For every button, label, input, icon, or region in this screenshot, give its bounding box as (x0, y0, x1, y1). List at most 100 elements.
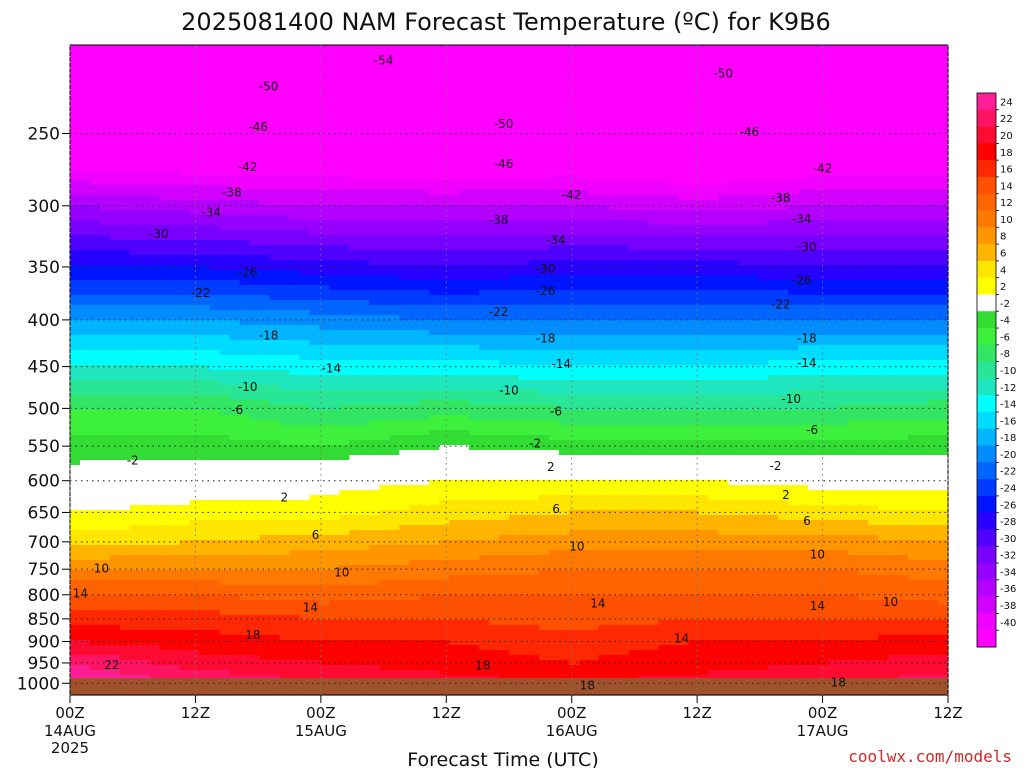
field-cell (229, 85, 241, 91)
field-cell (159, 55, 171, 61)
field-cell (369, 400, 380, 406)
field-cell (129, 115, 141, 121)
field-cell (149, 645, 161, 651)
field-cell (289, 150, 301, 156)
field-cell (99, 65, 111, 71)
field-cell (139, 110, 151, 116)
field-cell (239, 500, 251, 506)
field-cell (379, 230, 390, 236)
field-cell (89, 365, 101, 371)
field-cell (269, 140, 281, 146)
field-cell (429, 610, 440, 616)
field-cell (269, 435, 281, 441)
field-cell (339, 615, 350, 621)
field-cell (399, 165, 410, 171)
field-cell (149, 490, 161, 496)
field-cell (249, 240, 261, 246)
field-cell (249, 325, 261, 331)
field-cell (229, 410, 241, 416)
field-cell (89, 245, 101, 251)
field-cell (339, 525, 350, 531)
field-cell (79, 605, 91, 611)
field-cell (449, 165, 460, 171)
field-cell (359, 65, 370, 71)
field-cell (259, 510, 271, 516)
field-cell (259, 475, 271, 481)
field-cell (329, 220, 340, 226)
field-cell (279, 70, 291, 76)
field-cell (149, 150, 161, 156)
field-cell (439, 495, 450, 501)
field-cell (439, 670, 450, 676)
field-cell (429, 295, 440, 301)
field-cell (289, 500, 301, 506)
field-cell (209, 430, 221, 436)
field-cell (179, 55, 191, 61)
field-cell (239, 310, 251, 316)
field-cell (449, 265, 460, 271)
field-cell (269, 370, 281, 376)
field-cell (239, 365, 251, 371)
field-cell (299, 635, 311, 641)
field-cell (199, 480, 211, 486)
field-cell (369, 425, 380, 431)
field-cell (129, 540, 141, 546)
field-cell (70, 385, 81, 391)
field-cell (299, 75, 311, 81)
field-cell (399, 225, 410, 231)
field-cell (449, 250, 460, 256)
field-cell (129, 215, 141, 221)
field-cell (319, 135, 331, 141)
field-cell (349, 215, 360, 221)
field-cell (199, 415, 211, 421)
field-cell (169, 110, 181, 116)
field-cell (439, 365, 450, 371)
field-cell (179, 480, 191, 486)
field-cell (399, 595, 410, 601)
field-cell (169, 235, 181, 241)
field-cell (309, 425, 321, 431)
field-cell (189, 655, 201, 661)
field-cell (129, 80, 141, 86)
field-cell (369, 190, 380, 196)
field-cell (199, 440, 211, 446)
field-cell (179, 145, 191, 151)
field-cell (369, 130, 380, 136)
field-cell (129, 480, 141, 486)
field-cell (229, 50, 241, 56)
field-cell (449, 225, 460, 231)
field-cell (349, 660, 360, 666)
field-cell (179, 670, 191, 676)
field-cell (70, 340, 81, 346)
field-cell (209, 375, 221, 381)
field-cell (189, 260, 201, 266)
field-cell (439, 265, 450, 271)
field-cell (209, 200, 221, 206)
field-cell (359, 165, 370, 171)
field-cell (349, 270, 360, 276)
field-cell (249, 395, 261, 401)
field-cell (299, 500, 311, 506)
field-cell (99, 470, 111, 476)
field-cell (189, 485, 201, 491)
field-cell (319, 565, 331, 571)
field-cell (279, 670, 291, 676)
field-cell (329, 150, 340, 156)
field-cell (309, 625, 321, 631)
field-cell (139, 640, 151, 646)
field-cell (409, 460, 420, 466)
field-cell (259, 215, 271, 221)
field-cell (149, 60, 161, 66)
field-cell (429, 335, 440, 341)
field-cell (339, 650, 350, 656)
field-cell (79, 325, 91, 331)
field-cell (309, 170, 321, 176)
field-cell (149, 540, 161, 546)
field-cell (159, 565, 171, 571)
field-cell (159, 460, 171, 466)
field-cell (119, 430, 131, 436)
field-cell (109, 575, 121, 581)
field-cell (289, 350, 301, 356)
field-cell (199, 650, 211, 656)
field-cell (319, 70, 331, 76)
